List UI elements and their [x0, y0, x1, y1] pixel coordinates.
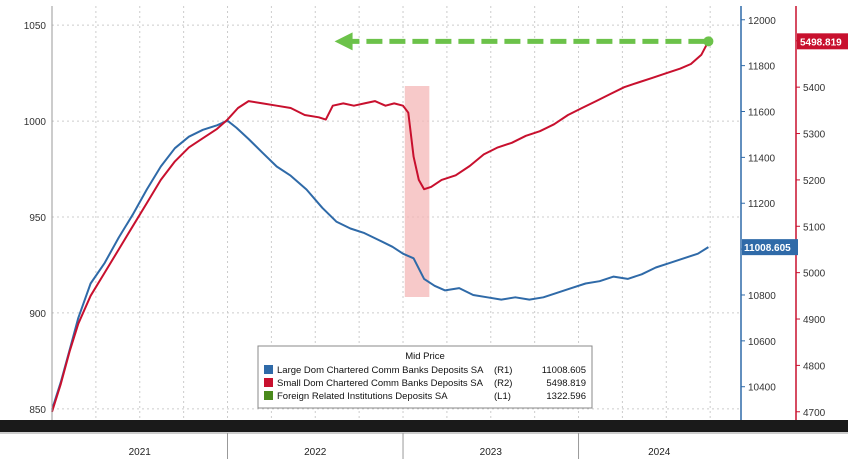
legend-entry-name: Foreign Related Institutions Deposits SA [277, 391, 448, 402]
legend-swatch [264, 365, 273, 374]
legend-box [257, 345, 593, 409]
right1-axis-tick-label: 11400 [748, 153, 776, 164]
left-axis-tick-label: 900 [29, 309, 46, 320]
right2-axis-tick-label: 5100 [803, 222, 826, 233]
legend-swatch [264, 378, 273, 387]
legend-entry-name: Large Dom Chartered Comm Banks Deposits … [277, 365, 484, 376]
legend-entry-last: 11008.605 [542, 365, 586, 376]
right2-axis-tick-label: 4700 [803, 408, 826, 419]
legend-entry-last: 5498.819 [546, 378, 586, 389]
right2-axis-tick-label: 5200 [803, 176, 826, 187]
left-axis-tick-label: 850 [29, 405, 46, 416]
legend-entry-axis: (R2) [494, 378, 512, 389]
right1-axis-tick-label: 10800 [748, 291, 776, 302]
series-line-right1 [51, 119, 709, 411]
end-label-badge-red [797, 33, 848, 50]
left-axis-tick-label: 1000 [24, 117, 47, 128]
left-axis-tick-label: 950 [29, 213, 46, 224]
right2-axis-tick-label: 4900 [803, 315, 826, 326]
legend-entry-axis: (L1) [494, 391, 511, 402]
right1-axis-tick-label: 11600 [748, 108, 776, 119]
end-label-blue-text: 11008.605 [744, 243, 791, 254]
right1-axis-tick-label: 12000 [748, 16, 776, 27]
series-line-right2 [51, 40, 710, 413]
right1-axis-tick-label: 11800 [748, 62, 776, 73]
x-axis-year-label: 2021 [129, 447, 152, 458]
x-axis-area [0, 433, 848, 459]
left-axis-tick-label: 1050 [24, 21, 47, 32]
right1-axis-tick-label: 10600 [748, 337, 776, 348]
right1-axis-tick-label: 10400 [748, 383, 776, 394]
legend-entry-name: Small Dom Chartered Comm Banks Deposits … [277, 378, 484, 389]
right2-axis-tick-label: 5300 [803, 130, 826, 141]
x-axis-year-label: 2022 [304, 447, 327, 458]
end-label-badge-blue [742, 239, 798, 256]
right2-axis-tick-label: 4800 [803, 361, 826, 372]
right1-axis-tick-label: 11200 [748, 199, 776, 210]
x-axis-year-label: 2023 [480, 447, 503, 458]
legend-entry-last: 1322.596 [546, 391, 586, 402]
legend-title: Mid Price [405, 351, 445, 362]
right2-axis-tick-label: 5000 [803, 269, 826, 280]
legend-swatch [264, 391, 273, 400]
end-label-red-text: 5498.819 [800, 37, 842, 48]
arrow-start-dot [703, 36, 714, 47]
legend-entry-axis: (R1) [494, 365, 512, 376]
right2-axis-tick-label: 5400 [803, 83, 826, 94]
time-axis-band [0, 420, 848, 432]
arrow-head [334, 32, 353, 51]
x-axis-year-label: 2024 [648, 447, 671, 458]
